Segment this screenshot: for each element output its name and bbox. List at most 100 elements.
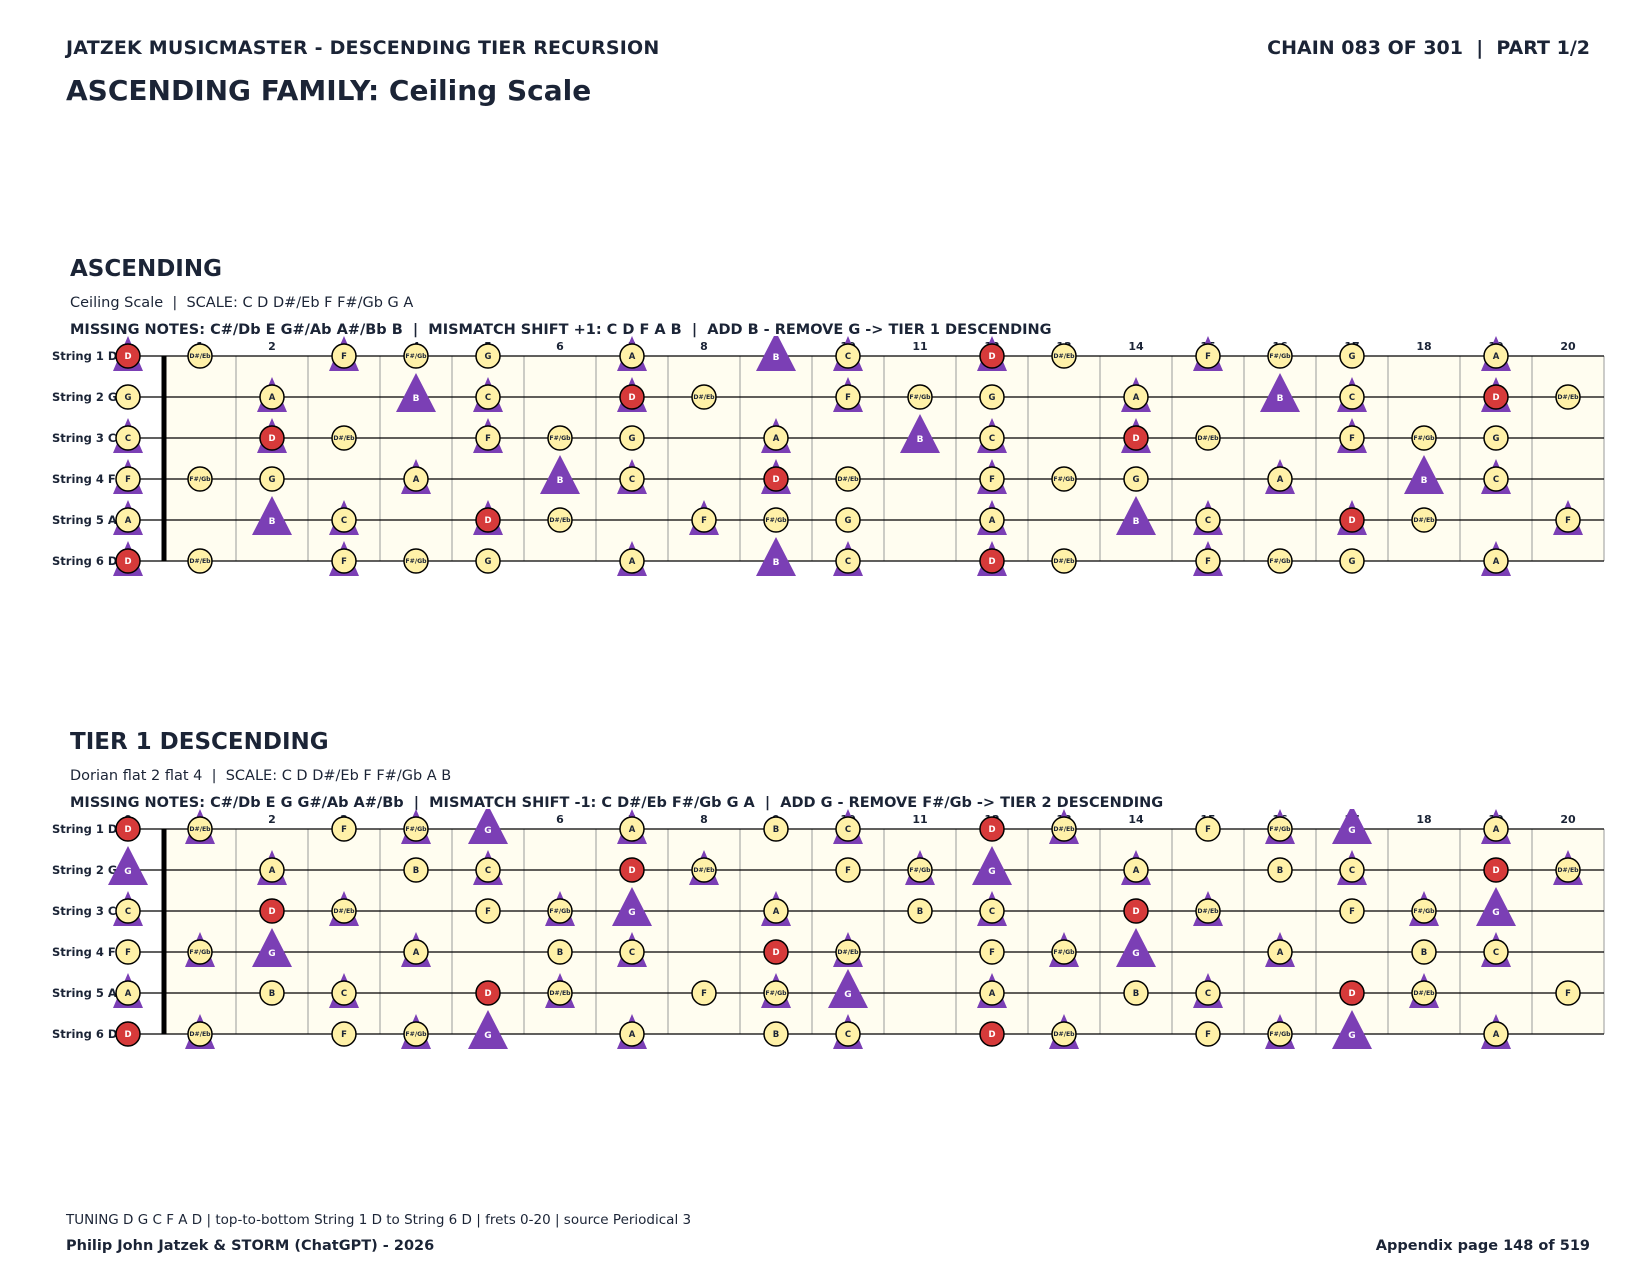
note-label: B xyxy=(917,907,923,917)
chain-indicator: CHAIN 083 OF 301 | PART 1/2 xyxy=(1267,37,1590,59)
note-label: F xyxy=(341,1030,347,1040)
scale-note-marker xyxy=(1339,384,1365,410)
scale-note-marker xyxy=(547,939,573,965)
root-note-marker xyxy=(979,548,1005,574)
string-label: String 4 F xyxy=(52,472,116,486)
shift-note-label: G xyxy=(484,1031,491,1041)
section-title-ascending: ASCENDING xyxy=(70,256,222,282)
scale-note-marker xyxy=(115,466,141,492)
scale-note-marker xyxy=(619,816,645,842)
note-label: F#/Gb xyxy=(765,990,787,997)
note-label: F xyxy=(1349,907,1355,917)
note-label: D#/Eb xyxy=(1413,990,1435,997)
fretboard-ascending: 01234567891011121314151617181920String 1… xyxy=(52,336,1605,576)
note-label: D#/Eb xyxy=(837,949,859,956)
shift-note-label: G xyxy=(628,908,635,918)
scale-note-marker xyxy=(691,980,717,1006)
scale-note-marker xyxy=(1483,1021,1509,1047)
scale-note-marker xyxy=(763,816,789,842)
scale-note-marker xyxy=(1051,343,1077,369)
fret-number: 14 xyxy=(1128,340,1144,353)
note-label: B xyxy=(1421,948,1427,958)
scale-note-marker xyxy=(547,425,573,451)
scale-note-marker xyxy=(979,898,1005,924)
note-label: D xyxy=(1348,989,1355,999)
scale-note-marker xyxy=(403,343,429,369)
scale-note-marker xyxy=(619,425,645,451)
tuning-note: TUNING D G C F A D | top-to-bottom Strin… xyxy=(66,1212,692,1228)
shift-marker-icon xyxy=(1116,928,1156,967)
scale-note-marker xyxy=(331,425,357,451)
note-label: A xyxy=(1133,393,1140,403)
scale-note-marker xyxy=(475,343,501,369)
section-subtitle-ascending: Ceiling Scale | SCALE: C D D#/Eb F F#/Gb… xyxy=(70,295,414,311)
note-label: C xyxy=(989,907,995,917)
scale-note-marker xyxy=(331,898,357,924)
note-label: D#/Eb xyxy=(189,353,211,360)
scale-note-marker xyxy=(1267,343,1293,369)
string-label: String 5 A xyxy=(52,513,117,527)
note-label: C xyxy=(845,557,851,567)
shift-marker-icon xyxy=(396,373,436,412)
note-label: A xyxy=(773,907,780,917)
fret-number: 18 xyxy=(1416,340,1431,353)
note-label: A xyxy=(125,989,132,999)
note-label: F#/Gb xyxy=(405,1031,427,1038)
scale-note-marker xyxy=(979,466,1005,492)
root-note-marker xyxy=(115,548,141,574)
root-note-marker xyxy=(259,425,285,451)
shift-marker-icon xyxy=(900,414,940,453)
string-label: String 6 D xyxy=(52,1027,117,1041)
fretboard-tier-1-descending: 01234567891011121314151617181920String 1… xyxy=(52,809,1605,1049)
scale-note-marker xyxy=(1051,548,1077,574)
scale-note-marker xyxy=(1339,548,1365,574)
scale-note-marker xyxy=(1195,898,1221,924)
note-label: D#/Eb xyxy=(333,435,355,442)
note-label: A xyxy=(989,989,996,999)
note-label: F xyxy=(341,825,347,835)
shift-marker-icon xyxy=(828,969,868,1008)
scale-note-marker xyxy=(259,857,285,883)
scale-note-marker xyxy=(691,857,717,883)
root-note-marker xyxy=(619,384,645,410)
scale-note-marker xyxy=(1267,466,1293,492)
note-label: A xyxy=(629,352,636,362)
note-label: C xyxy=(845,825,851,835)
note-label: G xyxy=(1133,475,1140,485)
note-label: D xyxy=(268,434,275,444)
note-label: D xyxy=(628,393,635,403)
fret-number: 11 xyxy=(912,340,927,353)
note-label: D xyxy=(988,825,995,835)
scale-note-marker xyxy=(619,548,645,574)
missing-notes-ascending: MISSING NOTES: C#/Db E G#/Ab A#/Bb B | M… xyxy=(70,322,1052,338)
scale-note-marker xyxy=(403,1021,429,1047)
scale-note-marker xyxy=(115,425,141,451)
shift-note-label: B xyxy=(1133,517,1140,527)
root-note-marker xyxy=(475,507,501,533)
note-label: F xyxy=(1565,516,1571,526)
scale-note-marker xyxy=(979,425,1005,451)
note-label: F xyxy=(989,948,995,958)
note-label: A xyxy=(1133,866,1140,876)
shift-marker-icon xyxy=(1332,1010,1372,1049)
note-label: F#/Gb xyxy=(189,476,211,483)
scale-note-marker xyxy=(547,980,573,1006)
scale-note-marker xyxy=(1195,980,1221,1006)
note-label: D#/Eb xyxy=(1053,558,1075,565)
scale-note-marker xyxy=(619,466,645,492)
note-label: D xyxy=(772,475,779,485)
note-label: D xyxy=(988,1030,995,1040)
note-label: F xyxy=(485,907,491,917)
scale-note-marker xyxy=(691,507,717,533)
note-label: F xyxy=(701,516,707,526)
scale-note-marker xyxy=(1051,816,1077,842)
note-label: F xyxy=(341,352,347,362)
scale-note-marker xyxy=(259,384,285,410)
root-note-marker xyxy=(1339,980,1365,1006)
note-label: F#/Gb xyxy=(549,435,571,442)
shift-note-label: B xyxy=(1421,476,1428,486)
scale-note-marker xyxy=(1339,857,1365,883)
note-label: F#/Gb xyxy=(1413,908,1435,915)
root-note-marker xyxy=(1483,384,1509,410)
scale-note-marker xyxy=(475,898,501,924)
